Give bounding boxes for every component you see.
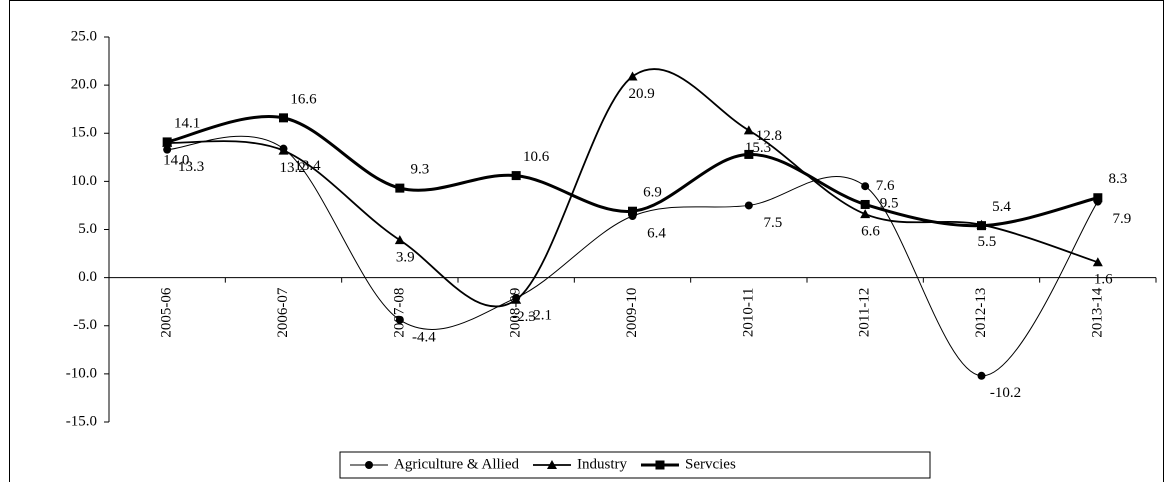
data-label: 12.8 <box>756 128 782 144</box>
data-label: 1.6 <box>1094 272 1113 288</box>
point <box>743 125 754 135</box>
point <box>511 294 522 304</box>
data-label: -2.1 <box>528 307 552 323</box>
series-line <box>166 115 1099 228</box>
y-tick-label: -5.0 <box>73 317 97 333</box>
y-tick-label: -15.0 <box>66 413 97 429</box>
data-label: 20.9 <box>629 86 655 102</box>
chart-frame <box>9 0 1164 482</box>
point <box>977 371 986 380</box>
data-label: 6.4 <box>647 225 666 241</box>
data-label: 13.3 <box>178 159 204 175</box>
data-label: -4.4 <box>412 329 436 345</box>
data-label: 13.2 <box>280 160 306 176</box>
point <box>744 201 753 210</box>
x-tick-label: 2011-12 <box>857 288 873 337</box>
point <box>977 221 986 231</box>
point <box>162 137 172 147</box>
point <box>546 460 557 469</box>
x-tick-label: 2009-10 <box>624 288 640 338</box>
y-tick-label: 0.0 <box>78 269 97 285</box>
y-tick-label: 15.0 <box>71 125 97 141</box>
point <box>1092 257 1103 267</box>
data-label: 7.5 <box>763 215 782 231</box>
point <box>860 209 871 219</box>
legend-label: Industry <box>577 456 627 472</box>
point <box>394 235 405 245</box>
legend-label: Agriculture & Allied <box>394 456 519 472</box>
point <box>655 460 665 470</box>
series-line <box>167 135 1099 377</box>
point <box>627 71 638 81</box>
data-label: 9.3 <box>410 162 429 178</box>
data-label: 14.0 <box>163 152 189 168</box>
point <box>1093 193 1103 203</box>
data-label: 10.6 <box>523 149 550 165</box>
data-label: 6.6 <box>861 224 880 240</box>
y-tick-label: 10.0 <box>71 173 97 189</box>
y-tick-label: 20.0 <box>71 77 97 93</box>
point <box>395 315 404 324</box>
data-label: 7.9 <box>1112 211 1131 227</box>
data-label: 5.4 <box>992 199 1011 215</box>
point <box>628 206 637 216</box>
data-label: 5.5 <box>978 234 997 250</box>
data-label: 6.9 <box>643 185 662 201</box>
data-label: 7.6 <box>876 178 895 194</box>
point <box>279 113 288 123</box>
legend-label: Servcies <box>685 456 736 472</box>
point <box>163 145 172 154</box>
point <box>744 149 754 159</box>
legend: Agriculture & Allied Industry Servcies <box>339 451 931 479</box>
data-label: 8.3 <box>1108 171 1127 187</box>
x-tick-label: 2013-14 <box>1089 287 1105 337</box>
y-tick-label: 25.0 <box>71 28 97 44</box>
y-tick-label: -10.0 <box>66 365 97 381</box>
data-label: 14.1 <box>174 115 200 131</box>
point <box>395 183 405 193</box>
point <box>511 171 521 181</box>
x-tick-label: 2006-07 <box>275 287 291 337</box>
x-tick-label: 2005-06 <box>159 287 175 337</box>
data-label: 16.6 <box>290 91 317 107</box>
data-label: 9.5 <box>880 196 899 212</box>
data-label: -2.3 <box>512 309 536 325</box>
x-tick-label: 2012-13 <box>973 288 989 338</box>
x-tick-label: 2007-08 <box>391 288 407 338</box>
data-label: -10.2 <box>990 385 1021 401</box>
point <box>365 461 373 469</box>
y-tick-label: 5.0 <box>78 221 97 237</box>
legend-box <box>339 451 931 479</box>
point <box>860 199 870 209</box>
x-tick-label: 2010-11 <box>740 288 756 337</box>
data-label: 3.9 <box>396 250 415 266</box>
point <box>861 182 870 191</box>
point <box>278 145 289 155</box>
